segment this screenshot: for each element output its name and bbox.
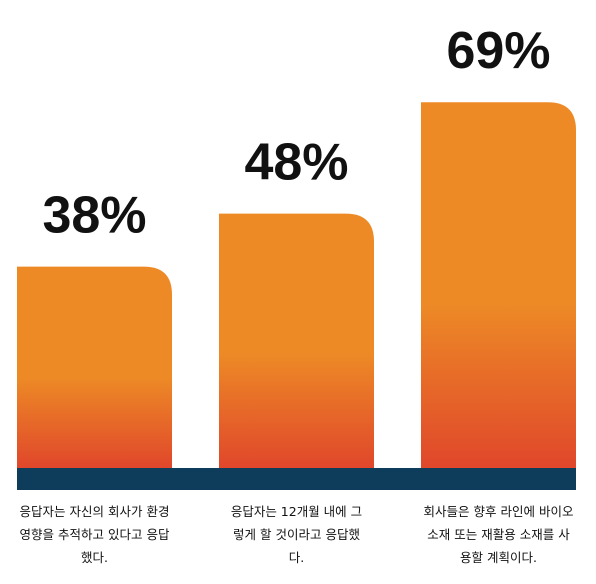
caption: 회사들은 향후 라인에 바이오 소재 또는 재활용 소재를 사용할 계획이다. [423,504,574,565]
bar [421,102,576,469]
value-label: 69% [446,22,550,80]
caption: 응답자는 자신의 회사가 환경 영향을 추적하고 있다고 응답했다. [19,504,170,565]
value-label: 48% [244,133,348,191]
value-label: 38% [42,186,146,244]
base-band [17,468,576,490]
bar [17,266,172,468]
caption: 응답자는 12개월 내에 그렇게 할 것이라고 응답했다. [230,504,363,565]
bar [219,213,374,468]
